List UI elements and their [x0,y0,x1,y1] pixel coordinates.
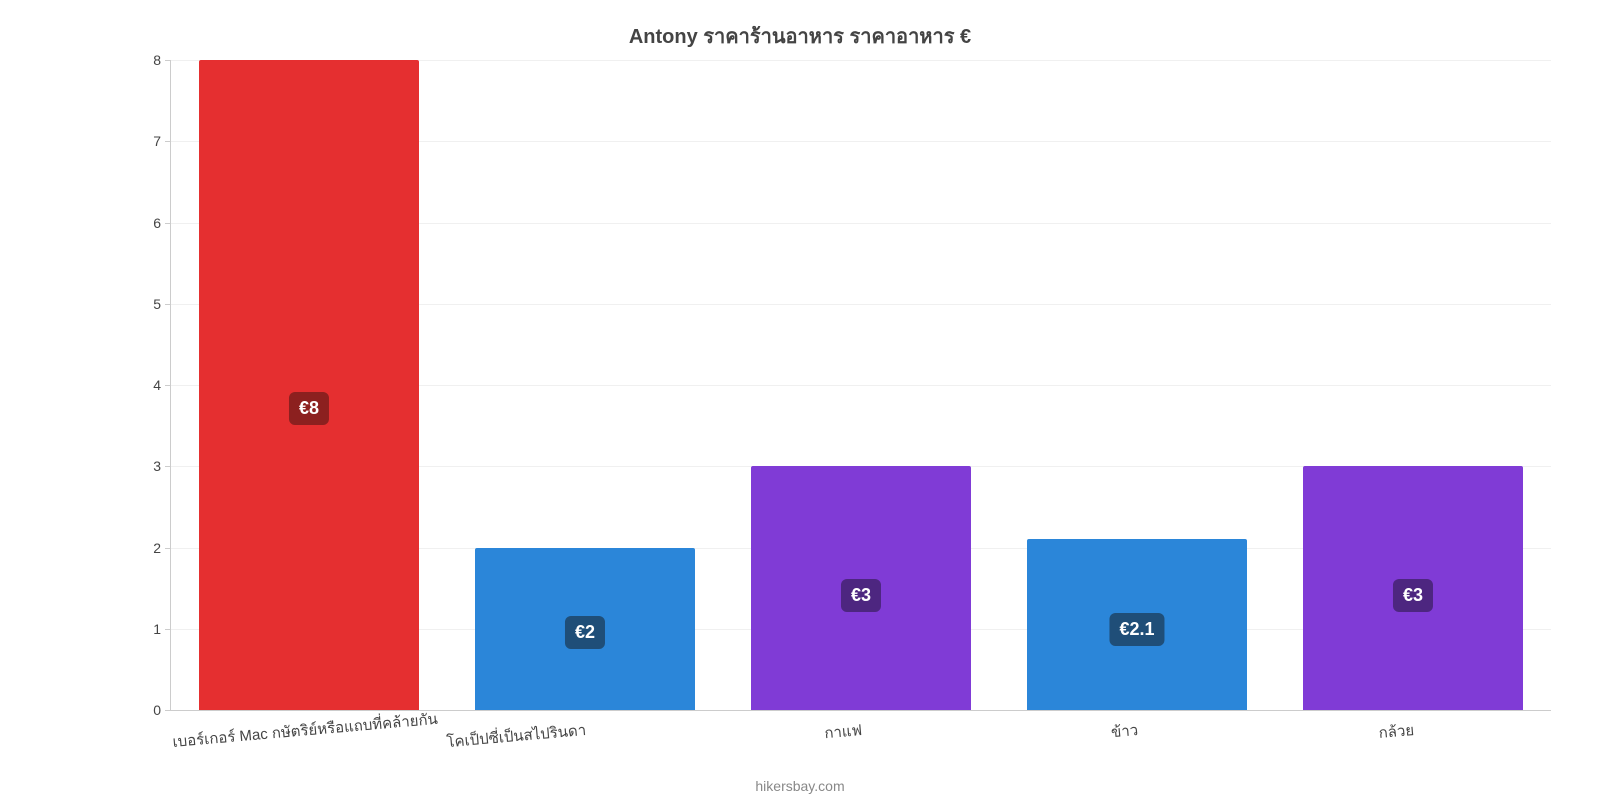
bar-value-badge: €8 [289,392,329,425]
y-tick-mark [165,223,171,224]
y-tick-label: 6 [131,215,161,231]
bar-value-badge: €2.1 [1109,613,1164,646]
chart-attribution: hikersbay.com [0,778,1600,794]
y-tick-mark [165,385,171,386]
chart-plot-area: 012345678€8เบอร์เกอร์ Mac กษัตริย์หรือแถ… [170,60,1551,711]
bar [199,60,420,710]
y-tick-label: 3 [131,458,161,474]
price-bar-chart: Antony ราคาร้านอาหาร ราคาอาหาร € 0123456… [0,0,1600,800]
bar-value-badge: €3 [841,579,881,612]
chart-title: Antony ราคาร้านอาหาร ราคาอาหาร € [0,20,1600,52]
y-tick-label: 2 [131,540,161,556]
y-tick-mark [165,141,171,142]
y-tick-mark [165,548,171,549]
y-tick-label: 5 [131,296,161,312]
y-tick-mark [165,60,171,61]
y-tick-label: 7 [131,133,161,149]
y-tick-label: 0 [131,702,161,718]
bar-value-badge: €3 [1393,579,1433,612]
y-tick-label: 1 [131,621,161,637]
y-tick-mark [165,710,171,711]
y-tick-label: 4 [131,377,161,393]
y-tick-mark [165,466,171,467]
y-tick-label: 8 [131,52,161,68]
bar-value-badge: €2 [565,616,605,649]
y-tick-mark [165,304,171,305]
y-tick-mark [165,629,171,630]
